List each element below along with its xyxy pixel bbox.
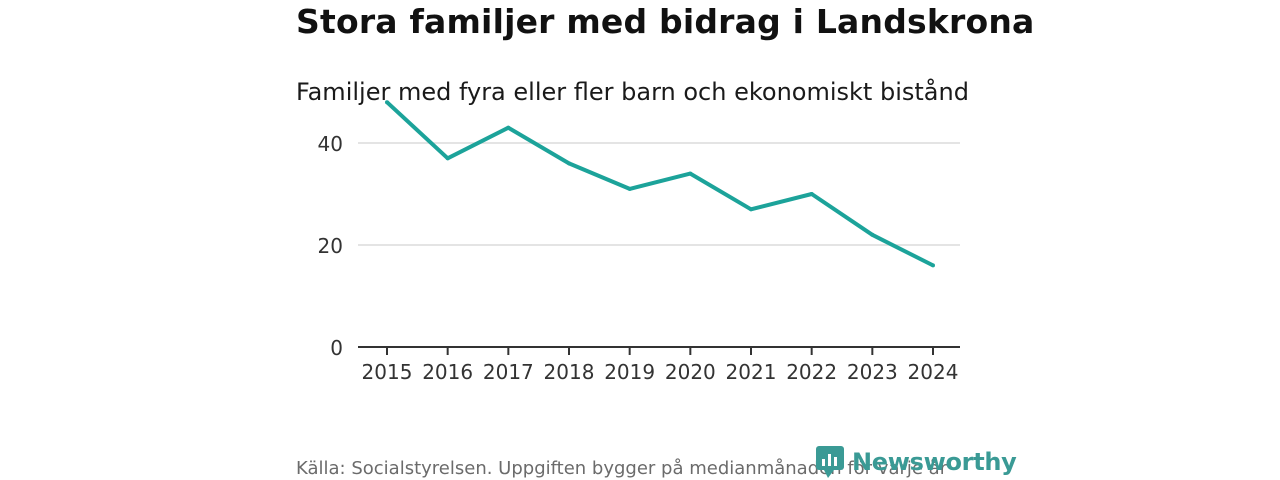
series-line-familjer: [385, 100, 934, 268]
x-tick-label: 2019: [604, 360, 655, 384]
x-tick-label: 2018: [544, 360, 595, 384]
data-point: [567, 161, 571, 166]
data-point: [506, 125, 511, 130]
y-axis-ticks: 0 20 40: [318, 132, 343, 360]
data-point: [385, 100, 389, 105]
data-point: [931, 263, 935, 268]
x-tick-label: 2017: [483, 360, 534, 384]
x-tick-label: 2024: [908, 360, 959, 384]
series-lines: [385, 100, 935, 268]
data-point: [627, 186, 632, 191]
newsworthy-logo-text: Newsworthy: [852, 448, 1017, 476]
y-tick-label: 0: [330, 336, 343, 360]
x-tick-label: 2016: [422, 360, 473, 384]
x-tick-label: 2020: [665, 360, 716, 384]
x-tick-label: 2015: [362, 360, 413, 384]
newsworthy-logo-icon: [816, 446, 844, 478]
data-point: [749, 207, 753, 212]
source-note: Källa: Socialstyrelsen. Uppgiften bygger…: [296, 458, 948, 479]
chart-title: Stora familjer med bidrag i Landskrona: [296, 2, 1035, 41]
y-tick-label: 40: [318, 132, 343, 156]
chart-subtitle: Familjer med fyra eller fler barn och ek…: [296, 78, 969, 106]
x-tick-label: 2023: [847, 360, 898, 384]
x-tick-label: 2022: [786, 360, 837, 384]
data-point: [445, 156, 450, 161]
data-point: [870, 232, 875, 237]
x-tick-label: 2021: [726, 360, 777, 384]
data-point: [688, 171, 693, 176]
x-axis: 2015 2016 2017 2018 2019 2020 2021 2022 2023 2024: [358, 346, 960, 384]
gridlines: [358, 142, 960, 246]
newsworthy-logo[interactable]: Newsworthy: [816, 446, 1017, 478]
y-tick-label: 20: [318, 234, 343, 258]
data-point: [809, 192, 814, 196]
